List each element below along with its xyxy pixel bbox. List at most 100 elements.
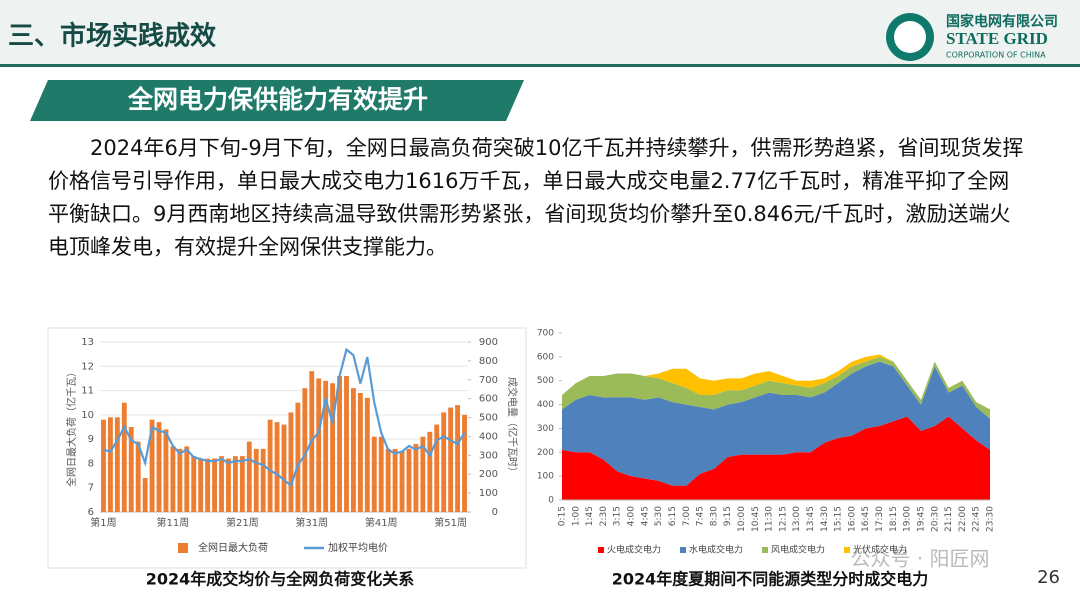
y-tick-label: 9 xyxy=(88,434,94,445)
y-tick-label: 100 xyxy=(537,472,554,482)
bar xyxy=(232,456,238,512)
watermark: 公众号 · 阳匠网 xyxy=(850,547,989,571)
y-tick-label: 8 xyxy=(88,458,94,469)
bar xyxy=(260,448,266,512)
bar xyxy=(392,448,398,512)
x-tick-label: 10:45 xyxy=(751,506,761,532)
legend-swatch xyxy=(844,547,850,553)
y-tick-label: 7 xyxy=(88,483,94,494)
y-tick-label: 700 xyxy=(537,329,554,339)
y-tick-label: 6 xyxy=(88,507,94,518)
y2-tick-label: 700 xyxy=(479,375,498,386)
legend-swatch xyxy=(598,547,604,553)
x-tick-label: 8:30 xyxy=(709,506,719,526)
bar xyxy=(177,448,183,512)
x-tick-label: 0:15 xyxy=(558,506,568,526)
legend-label: 风电成交电力 xyxy=(771,544,825,556)
y-tick-label: 13 xyxy=(81,337,94,348)
x-tick-label: 1:00 xyxy=(571,506,581,526)
header-title: 三、市场实践成效 xyxy=(8,21,216,52)
x-tick-label: 11:30 xyxy=(765,506,775,532)
bar xyxy=(337,376,342,512)
logo-inner xyxy=(894,21,926,53)
x-tick-label: 第41周 xyxy=(365,516,398,529)
header-rule xyxy=(0,64,1080,67)
x-tick-label: 14:30 xyxy=(820,506,830,532)
bar xyxy=(184,446,190,512)
bar xyxy=(420,436,426,512)
line xyxy=(103,347,466,488)
bar xyxy=(399,451,405,512)
legend-swatch xyxy=(178,543,188,553)
y2-tick-label: 100 xyxy=(479,488,498,499)
logo-sub: CORPORATION OF CHINA xyxy=(946,51,1046,60)
bar xyxy=(288,412,294,512)
y-tick-label: 500 xyxy=(537,376,554,386)
x-tick-label: 18:15 xyxy=(889,506,899,532)
bar xyxy=(101,419,106,512)
y2-tick-label: 500 xyxy=(479,413,498,424)
x-tick-label: 7:45 xyxy=(696,506,706,526)
bar xyxy=(406,448,412,512)
bar xyxy=(198,458,204,512)
bar xyxy=(107,417,113,512)
x-tick-label: 22:00 xyxy=(958,506,968,532)
x-tick-label: 第11周 xyxy=(157,516,190,529)
x-tick-label: 9:15 xyxy=(723,506,733,526)
y-tick-label: 12 xyxy=(81,361,94,372)
x-tick-label: 第21周 xyxy=(226,516,259,529)
x-tick-label: 4:45 xyxy=(640,506,650,526)
legend-label: 加权平均电价 xyxy=(328,541,388,554)
x-tick-label: 20:30 xyxy=(930,506,940,532)
x-tick-label: 3:15 xyxy=(613,506,623,526)
bar xyxy=(427,431,433,512)
banner-text: 全网电力保供能力有效提升 xyxy=(127,85,428,114)
x-tick-label: 5:30 xyxy=(654,506,664,526)
y-tick-label: 300 xyxy=(537,424,554,434)
y2-tick-label: 800 xyxy=(479,356,498,367)
bar xyxy=(219,456,224,512)
bar xyxy=(114,417,120,512)
legend-label: 光伏成交电力 xyxy=(853,544,907,556)
bar xyxy=(149,419,155,512)
bar xyxy=(142,478,148,512)
bar xyxy=(295,402,301,512)
bar xyxy=(128,427,134,512)
bar xyxy=(316,378,322,512)
bar xyxy=(351,388,356,512)
bar xyxy=(121,402,127,512)
x-tick-label: 12:15 xyxy=(778,506,788,532)
body-paragraph: 2024年6月下旬-9月下旬，全网日最高负荷突破10亿千瓦并持续攀升，供需形势趋… xyxy=(48,136,1024,259)
bar xyxy=(156,422,162,512)
x-tick-label: 第31周 xyxy=(295,516,328,529)
bar xyxy=(371,436,377,512)
chart1-frame xyxy=(47,327,527,569)
banner xyxy=(30,80,524,121)
bar xyxy=(364,397,370,512)
x-tick-label: 1:45 xyxy=(585,506,595,526)
legend-label: 水电成交电力 xyxy=(689,544,743,556)
legend-label: 火电成交电力 xyxy=(607,544,661,556)
logo-en: STATE GRID xyxy=(946,29,1048,48)
x-tick-label: 4:00 xyxy=(627,506,637,526)
bar xyxy=(163,429,169,512)
x-tick-label: 第1周 xyxy=(90,516,116,529)
x-tick-label: 13:45 xyxy=(806,506,816,532)
area xyxy=(562,356,990,419)
y2-axis-title: 成交电量（亿千瓦时） xyxy=(506,377,519,477)
y-tick-label: 400 xyxy=(537,400,554,410)
bar xyxy=(385,448,391,512)
x-tick-label: 17:30 xyxy=(875,506,885,532)
bar xyxy=(413,444,419,512)
y-axis-title: 全网日最大负荷（亿千瓦） xyxy=(65,367,78,487)
area xyxy=(562,361,990,486)
area xyxy=(562,416,990,500)
x-tick-label: 19:00 xyxy=(903,506,913,532)
x-tick-label: 23:30 xyxy=(986,506,996,532)
y2-tick-label: 900 xyxy=(479,337,498,348)
bar xyxy=(246,441,252,512)
bar xyxy=(191,456,197,512)
y-tick-label: 600 xyxy=(537,352,554,362)
x-tick-label: 7:00 xyxy=(682,506,692,526)
